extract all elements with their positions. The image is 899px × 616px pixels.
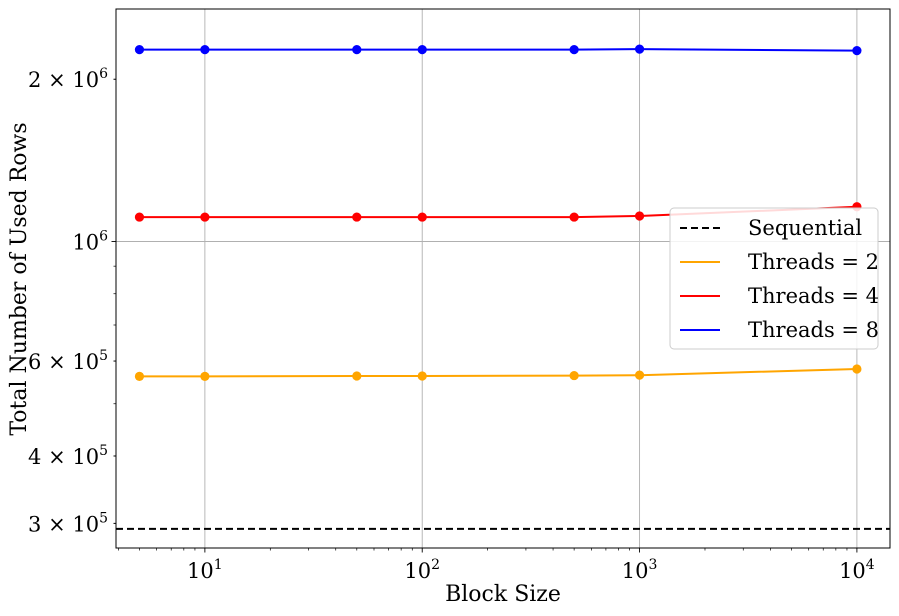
grid-lines — [116, 9, 890, 548]
legend-box — [669, 207, 879, 350]
y-tick-label: 3 × 105 — [28, 510, 108, 536]
y-tick-label: 2 × 106 — [28, 66, 108, 92]
data-point — [852, 46, 862, 56]
series-line-threads-8 — [139, 48, 857, 52]
data-point — [352, 212, 362, 222]
data-point — [134, 45, 145, 55]
data-point — [852, 364, 862, 374]
data-point — [134, 371, 145, 381]
x-tick-label: 101 — [187, 557, 223, 583]
data-point — [417, 371, 427, 381]
data-point — [569, 45, 579, 55]
y-tick-label: 6 × 105 — [28, 348, 108, 374]
data-point — [569, 370, 579, 381]
data-point — [634, 44, 645, 54]
x-tick-label: 103 — [622, 557, 658, 583]
axis-ticks: 101 102 103 104 3 × 105 4 × 105 6 × 105 106 2 × … — [28, 66, 875, 583]
legend-label: Threads = 2 — [748, 250, 879, 274]
data-point — [200, 45, 210, 55]
data-point — [352, 371, 362, 381]
data-point — [200, 212, 210, 222]
y-tick-label: 4 × 105 — [28, 443, 108, 469]
legend: Sequential Threads = 2 Threads = 4 Threads … — [669, 207, 879, 350]
plot-frame — [115, 8, 891, 549]
data-point — [417, 212, 427, 222]
x-tick-label: 104 — [839, 557, 875, 583]
legend-label: Threads = 8 — [748, 318, 879, 342]
legend-label: Threads = 4 — [748, 284, 879, 308]
y-axis-label: Total Number of Used Rows — [7, 122, 32, 435]
x-axis-label: Block Size — [445, 582, 561, 607]
series-lines — [134, 44, 862, 381]
data-point — [634, 370, 645, 380]
legend-label: Sequential — [748, 216, 862, 240]
data-point — [134, 212, 145, 222]
x-tick-label: 102 — [404, 557, 440, 583]
data-point — [634, 211, 645, 221]
y-tick-label: 106 — [72, 229, 108, 255]
data-point — [200, 371, 210, 381]
data-point — [417, 45, 427, 55]
series-line-threads-2 — [139, 368, 857, 378]
data-point — [352, 45, 362, 55]
data-point — [569, 212, 579, 222]
